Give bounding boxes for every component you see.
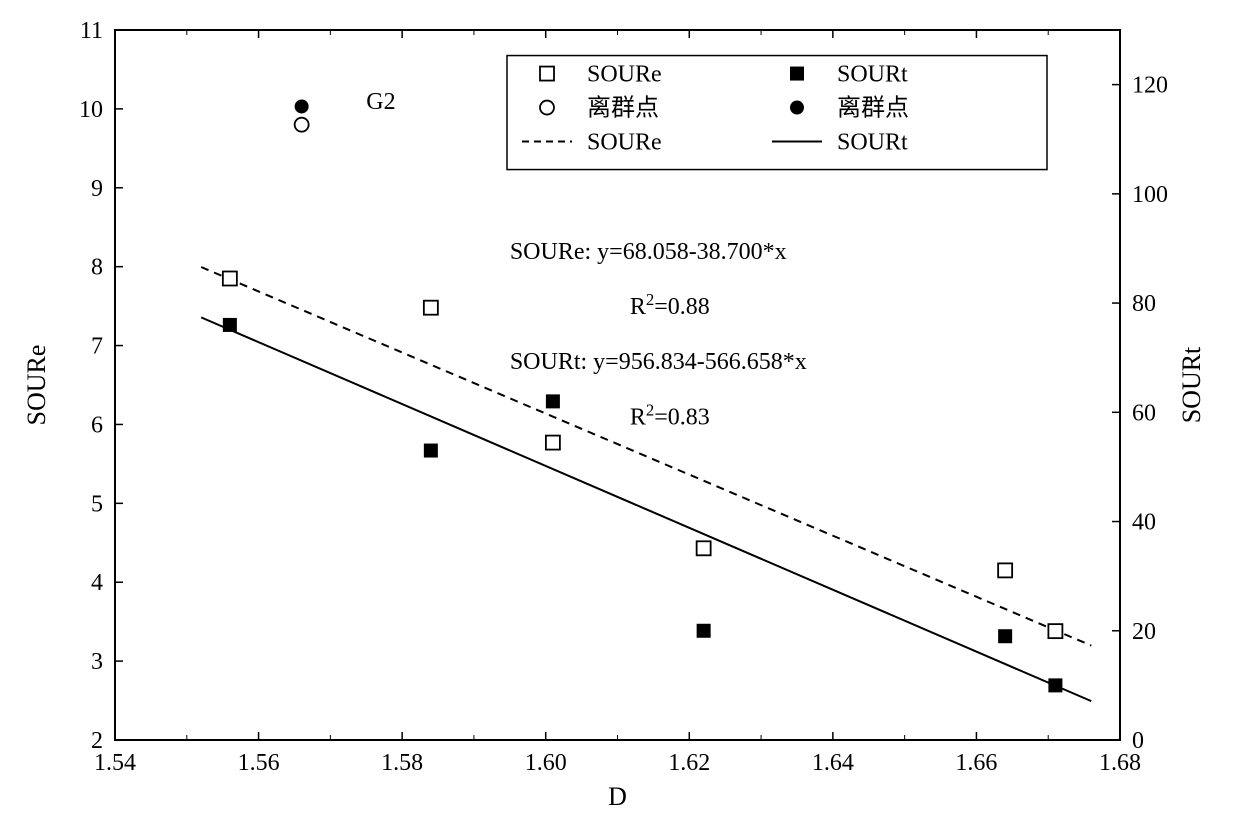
y-left-tick-label: 2: [91, 728, 103, 754]
annotation-g2: G2: [366, 89, 395, 115]
legend-label: SOURt: [837, 130, 908, 156]
legend-label: 离群点: [837, 95, 909, 122]
y-left-tick-label: 9: [91, 176, 103, 202]
x-tick-label: 1.60: [525, 750, 567, 776]
legend-label: SOURe: [587, 62, 662, 88]
y-right-tick-label: 0: [1132, 728, 1144, 754]
y-left-tick-label: 10: [79, 97, 103, 123]
equation-sourt-r2: R2=0.83: [630, 400, 710, 431]
scatter-chart: 1.541.561.581.601.621.641.661.68D2345678…: [0, 0, 1240, 838]
x-tick-label: 1.62: [668, 750, 710, 776]
y-left-tick-label: 3: [91, 649, 103, 675]
y-left-tick-label: 8: [91, 255, 103, 281]
y-left-tick-label: 5: [91, 491, 103, 517]
equation-sourt: SOURt: y=956.834-566.658*x: [510, 349, 807, 375]
y-left-tick-label: 7: [91, 334, 103, 360]
y-left-tick-label: 6: [91, 412, 103, 438]
y-right-tick-label: 60: [1132, 400, 1156, 426]
y-right-tick-label: 120: [1132, 73, 1168, 99]
x-tick-label: 1.56: [238, 750, 280, 776]
chart-container: 1.541.561.581.601.621.641.661.68D2345678…: [0, 0, 1240, 838]
y-left-tick-label: 11: [80, 18, 103, 44]
y-right-tick-label: 100: [1132, 182, 1168, 208]
legend-label: 离群点: [587, 95, 659, 122]
legend-label: SOURe: [587, 130, 662, 156]
x-tick-label: 1.66: [955, 750, 997, 776]
y-right-axis-label: SOURt: [1177, 346, 1206, 423]
x-tick-label: 1.58: [381, 750, 423, 776]
y-right-tick-label: 40: [1132, 510, 1156, 536]
x-tick-label: 1.64: [812, 750, 854, 776]
x-axis-label: D: [608, 782, 627, 811]
y-right-tick-label: 80: [1132, 291, 1156, 317]
equation-soure-r2: R2=0.88: [630, 290, 710, 321]
y-left-tick-label: 4: [91, 570, 103, 596]
legend-label: SOURt: [837, 62, 908, 88]
y-left-axis-label: SOURe: [22, 345, 51, 426]
y-right-tick-label: 20: [1132, 619, 1156, 645]
equation-soure: SOURe: y=68.058-38.700*x: [510, 239, 787, 265]
